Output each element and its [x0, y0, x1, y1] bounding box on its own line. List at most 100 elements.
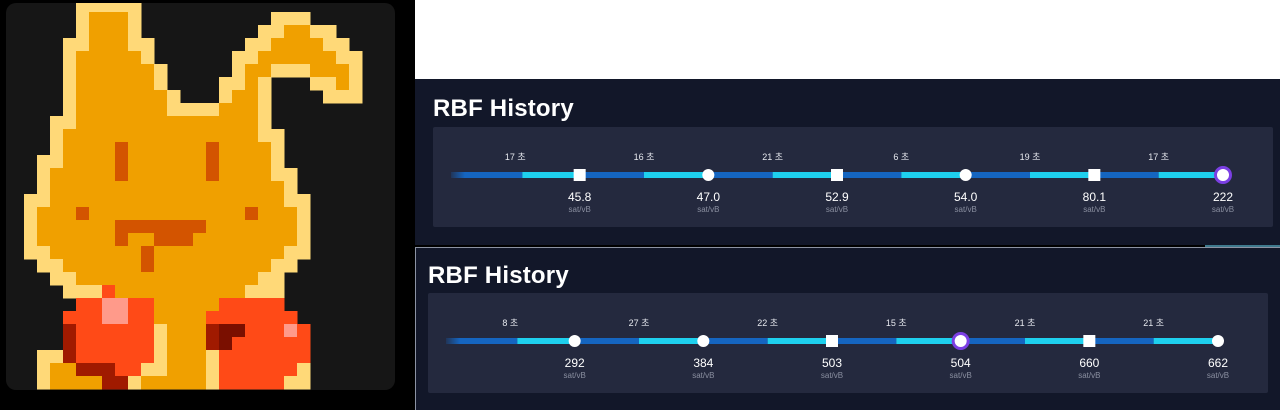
mascot-pixel: [141, 90, 155, 104]
mascot-pixel: [115, 64, 129, 78]
rbf-node-circle[interactable]: [702, 169, 715, 181]
mascot-pixel: [310, 51, 324, 65]
mascot-pixel: [89, 350, 103, 364]
mascot-pixel: [128, 337, 142, 351]
fee-rate-unit: sat/vB: [950, 371, 972, 380]
mascot-pixel: [258, 220, 272, 234]
mascot-pixel: [89, 38, 103, 52]
mascot-pixel: [141, 168, 155, 182]
mascot-pixel: [50, 181, 64, 195]
mascot-pixel: [258, 337, 272, 351]
mascot-pixel: [102, 376, 116, 390]
mascot-pixel: [167, 233, 181, 247]
mascot-pixel: [271, 298, 285, 312]
track-segment: [1153, 338, 1218, 344]
mascot-pixel: [115, 25, 129, 39]
mascot-pixel: [180, 155, 194, 169]
mascot-pixel: [219, 155, 233, 169]
mascot-pixel: [24, 207, 38, 221]
rbf-node-circle[interactable]: [697, 335, 710, 347]
mascot-pixel: [232, 207, 246, 221]
mascot-pixel: [219, 246, 233, 260]
mascot-pixel: [297, 64, 311, 78]
mascot-pixel: [128, 311, 142, 325]
mascot-pixel: [89, 168, 103, 182]
mascot-pixel: [63, 194, 77, 208]
track-segment: [965, 172, 1030, 178]
rbf-node-square[interactable]: [1083, 335, 1096, 347]
interval-label: 16 초: [634, 152, 655, 162]
mascot-pixel: [50, 272, 64, 286]
mascot-pixel: [154, 103, 168, 117]
rbf-node-circle[interactable]: [959, 169, 972, 181]
rbf-node-square[interactable]: [826, 335, 838, 347]
mascot-pixel: [154, 363, 168, 377]
mascot-pixel: [258, 298, 272, 312]
mascot-pixel: [50, 142, 64, 156]
mascot-pixel: [206, 350, 220, 364]
mascot-pixel: [154, 311, 168, 325]
mascot-pixel: [102, 298, 116, 312]
track-segment: [767, 338, 832, 344]
mascot-pixel: [193, 233, 207, 247]
mascot-pixel: [128, 155, 142, 169]
rbf-node-square[interactable]: [831, 169, 843, 181]
mascot-pixel: [141, 38, 155, 52]
mascot-pixel: [102, 272, 116, 286]
rbf-node-square[interactable]: [1088, 169, 1101, 181]
mascot-pixel: [128, 38, 142, 52]
mascot-pixel: [141, 155, 155, 169]
rbf-node-current[interactable]: [1214, 166, 1232, 184]
track-segment: [960, 338, 1025, 344]
mascot-pixel: [232, 311, 246, 325]
mascot-pixel: [76, 376, 90, 390]
interval-label: 15 초: [886, 318, 907, 328]
mascot-pixel: [180, 194, 194, 208]
mascot-pixel: [258, 51, 272, 65]
mascot-pixel: [141, 298, 155, 312]
fee-rate-value: 292: [565, 356, 585, 370]
rbf-node-circle[interactable]: [568, 335, 581, 347]
rbf-node-circle[interactable]: [1212, 335, 1224, 347]
mascot-pixel: [50, 116, 64, 130]
mascot-pixel: [115, 207, 129, 221]
mascot-pixel: [89, 376, 103, 390]
mascot-pixel: [89, 311, 103, 325]
mascot-pixel: [154, 90, 168, 104]
mascot-pixel: [89, 233, 103, 247]
mascot-pixel: [206, 259, 220, 273]
mascot-pixel: [76, 77, 90, 91]
mascot-pixel: [219, 259, 233, 273]
mascot-pixel: [167, 350, 181, 364]
mascot-pixel: [258, 129, 272, 143]
mascot-pixel: [76, 181, 90, 195]
mascot-pixel: [219, 363, 233, 377]
rbf-node-current[interactable]: [951, 332, 970, 350]
fee-rate-value: 384: [693, 356, 713, 370]
mascot-pixel: [271, 233, 285, 247]
mascot-pixel: [141, 272, 155, 286]
mascot-pixel: [271, 51, 285, 65]
mascot-pixel: [115, 285, 129, 299]
mascot-pixel: [258, 324, 272, 338]
mascot-pixel: [102, 363, 116, 377]
mascot-pixel: [206, 363, 220, 377]
mascot-pixel: [193, 155, 207, 169]
mascot-pixel: [232, 233, 246, 247]
mascot-pixel: [271, 350, 285, 364]
mascot-pixel: [89, 285, 103, 299]
mascot-pixel: [76, 285, 90, 299]
mascot-pixel: [154, 246, 168, 260]
rbf-node-square[interactable]: [573, 169, 586, 181]
track-segment: [1094, 172, 1159, 178]
mascot-pixel: [115, 142, 129, 156]
fee-rate-unit: sat/vB: [1078, 371, 1100, 380]
mascot-pixel: [232, 363, 246, 377]
mascot-pixel: [245, 129, 259, 143]
mascot-pixel: [154, 259, 168, 273]
track-segment: [465, 172, 523, 178]
mascot-pixel: [115, 272, 129, 286]
interval-label: 8 초: [502, 318, 518, 328]
mascot-pixel: [258, 311, 272, 325]
mascot-pixel: [258, 181, 272, 195]
